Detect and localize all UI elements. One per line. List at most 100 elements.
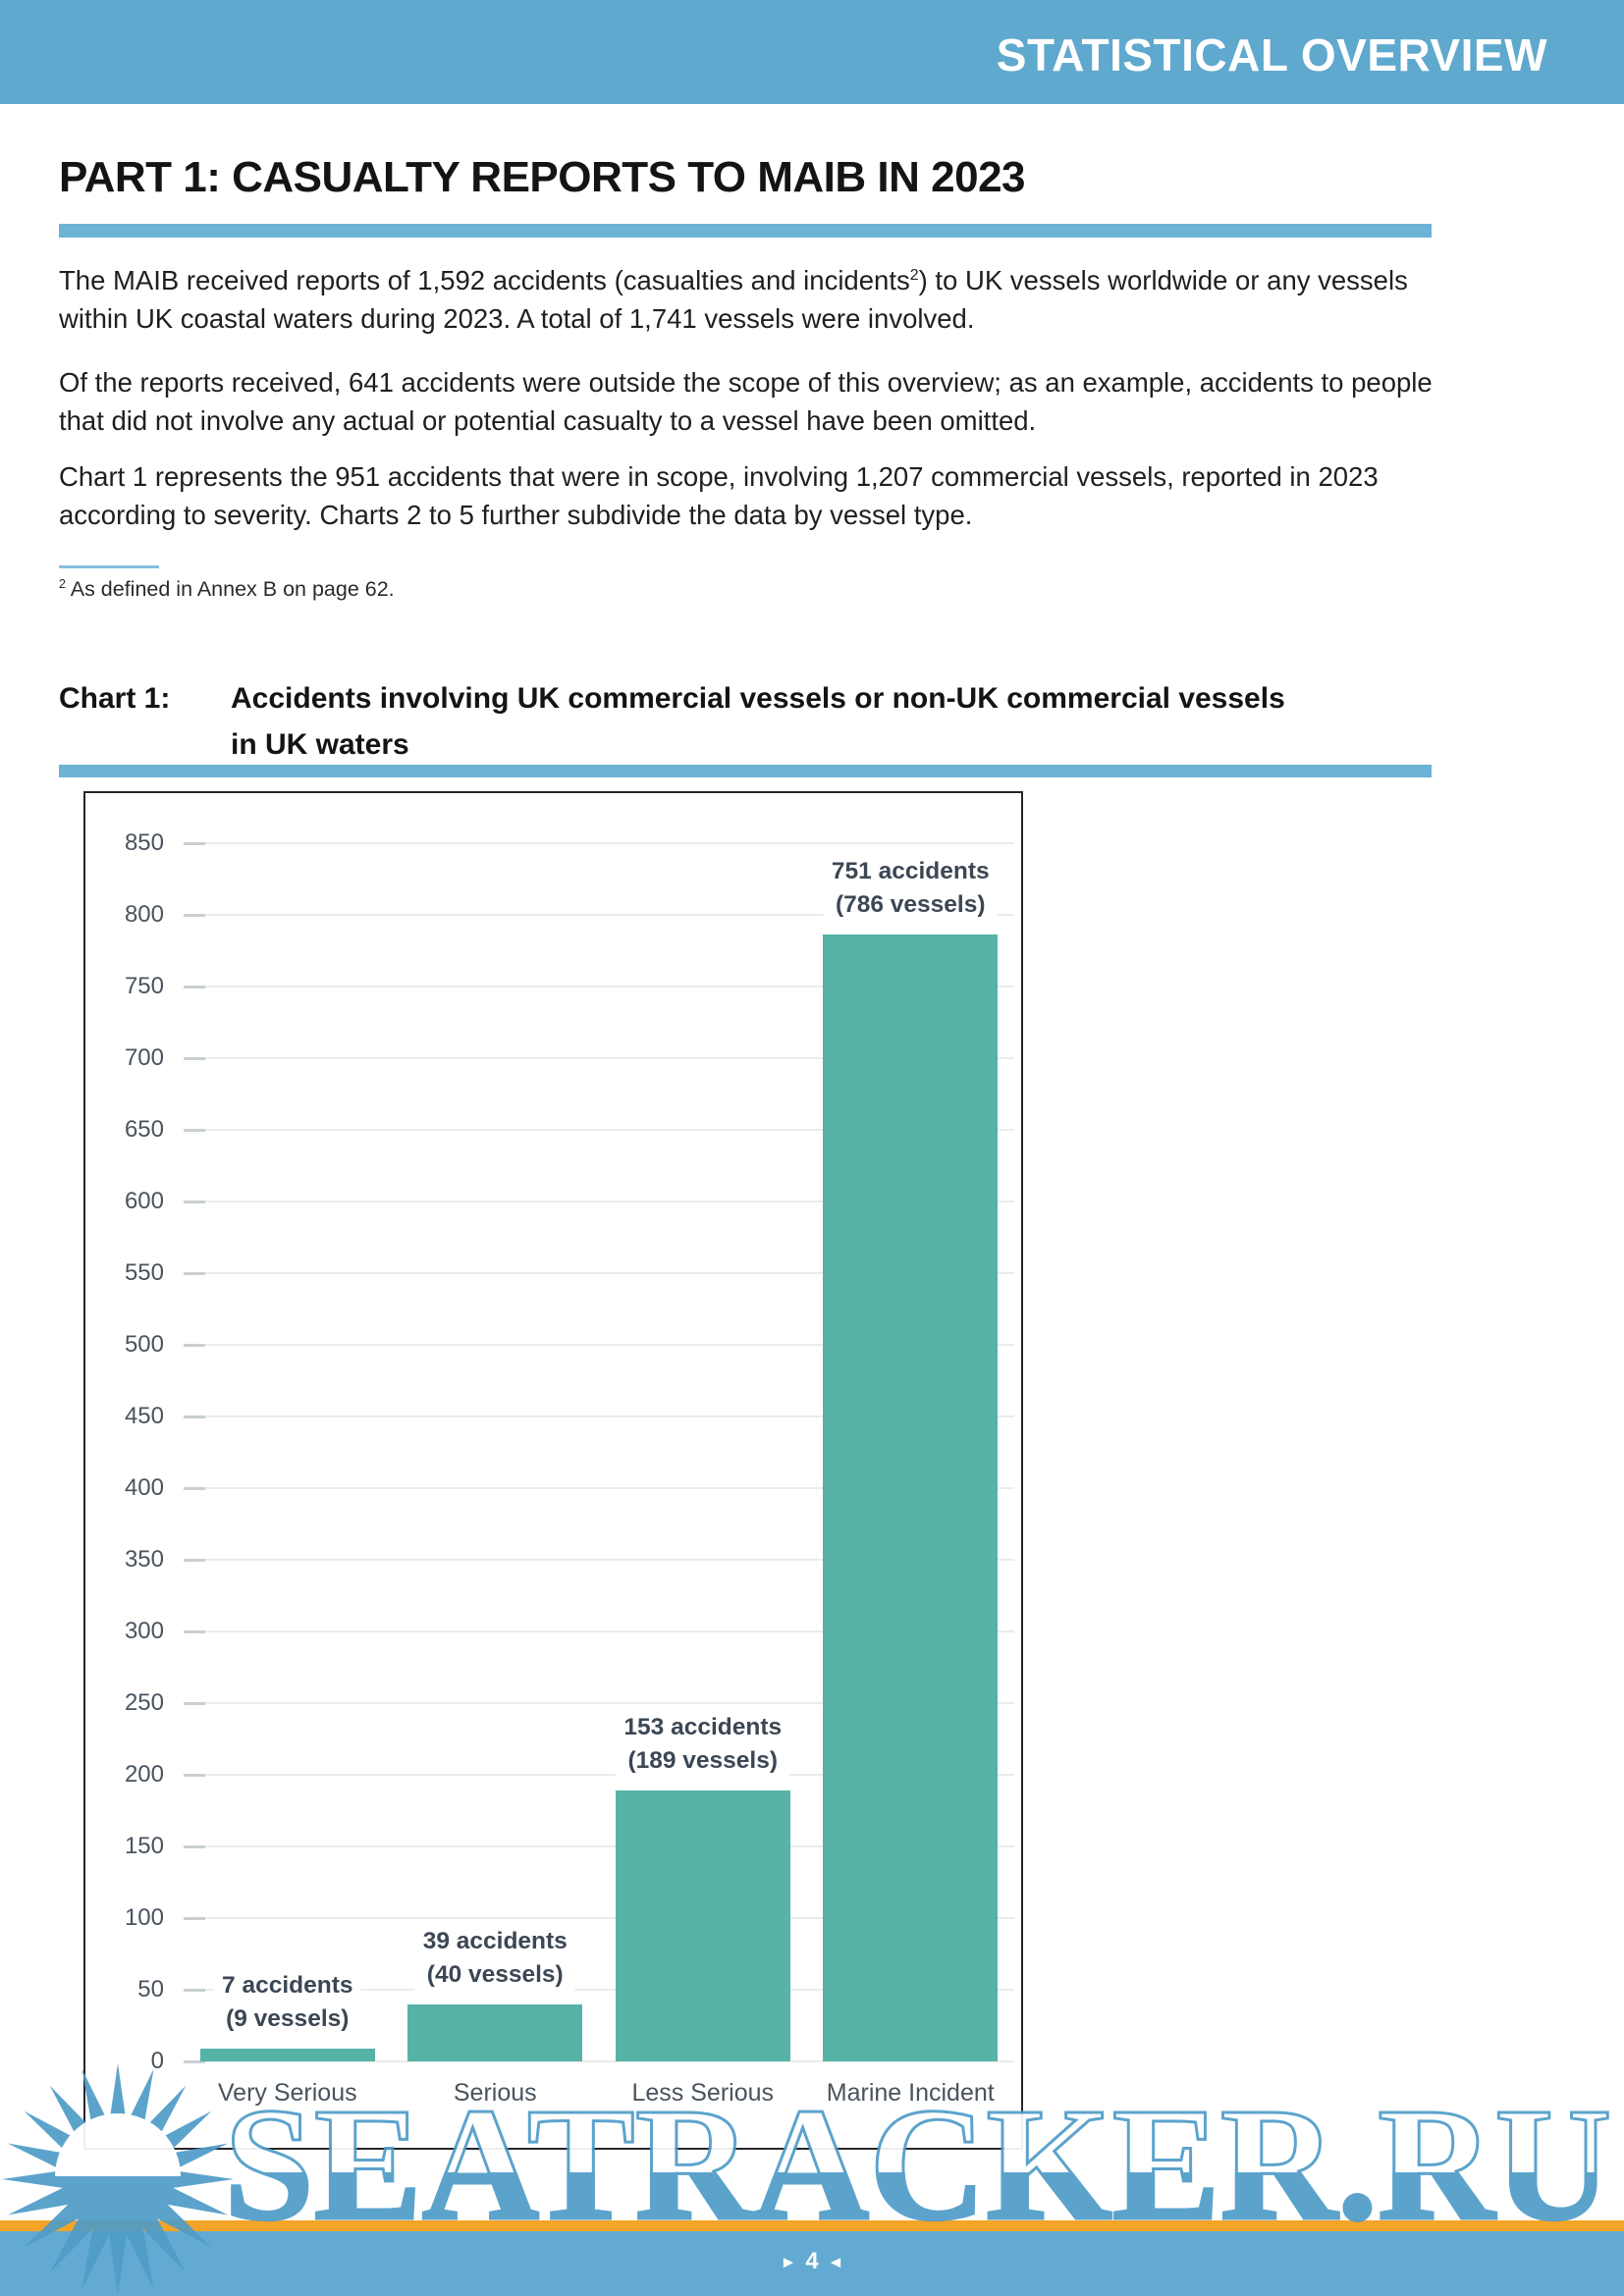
- bar: [823, 934, 999, 2061]
- paragraph-1-text: The MAIB received reports of 1,592 accid…: [59, 265, 910, 295]
- chart-title: Accidents involving UK commercial vessel…: [231, 675, 1285, 768]
- gridline: [184, 2060, 1014, 2062]
- y-tick-label: 800: [124, 901, 164, 928]
- gridline: [184, 986, 1014, 988]
- bar-column: 751 accidents (786 vessels): [807, 843, 1015, 2061]
- y-axis-tick: [184, 1201, 205, 1203]
- y-axis-tick: [184, 1272, 205, 1275]
- paragraph-2: Of the reports received, 641 accidents w…: [59, 367, 1433, 436]
- y-tick-label: 350: [124, 1546, 164, 1573]
- page-number-value: 4: [805, 2248, 819, 2274]
- y-axis-tick: [184, 986, 205, 988]
- gridline: [184, 1989, 1014, 1991]
- footer-band: [0, 2231, 1624, 2296]
- y-axis-tick: [184, 1415, 205, 1418]
- y-tick-label: 850: [124, 829, 164, 856]
- x-axis-label: Very Serious: [217, 2079, 357, 2107]
- chart-heading-underline: [59, 765, 1432, 777]
- y-tick-label: 700: [124, 1044, 164, 1071]
- y-axis-tick: [184, 1057, 205, 1060]
- title-underline: [59, 224, 1432, 238]
- gridline: [184, 1702, 1014, 1704]
- y-tick-label: 250: [124, 1689, 164, 1716]
- y-tick-label: 100: [124, 1904, 164, 1931]
- bar-column: 153 accidents (189 vessels): [599, 843, 807, 2061]
- y-axis-tick: [184, 914, 205, 917]
- bar: [615, 1790, 790, 2061]
- gridline: [184, 842, 1014, 844]
- gridline: [184, 1272, 1014, 1274]
- x-axis-label: Marine Incident: [826, 2079, 995, 2107]
- paragraph-3: Chart 1 represents the 951 accidents tha…: [59, 461, 1379, 530]
- x-axis-label: Serious: [453, 2079, 537, 2107]
- y-axis-tick: [184, 1129, 205, 1132]
- chart-number-label: Chart 1:: [59, 682, 171, 715]
- gridline: [184, 1630, 1014, 1632]
- y-tick-label: 450: [124, 1403, 164, 1429]
- bar-value-label: 153 accidents (189 vessels): [616, 1710, 790, 1779]
- gridline: [184, 1774, 1014, 1776]
- paragraph-1-text-cont: ) to UK vessels worldwide or any vessels…: [59, 265, 1408, 334]
- bar-value-label: 751 accidents (786 vessels): [823, 854, 998, 923]
- y-tick-label: 600: [124, 1188, 164, 1214]
- bar-value-label: 7 accidents (9 vessels): [214, 1968, 361, 2037]
- y-tick-label: 200: [124, 1761, 164, 1788]
- paragraph-1: The MAIB received reports of 1,592 accid…: [59, 261, 1441, 338]
- footnote-divider: [59, 565, 159, 568]
- gridline: [184, 1845, 1014, 1847]
- y-axis-tick: [184, 842, 205, 845]
- gridline: [184, 1415, 1014, 1417]
- gridline: [184, 1559, 1014, 1561]
- y-tick-label: 500: [124, 1331, 164, 1358]
- y-axis-tick: [184, 1344, 205, 1347]
- bar: [199, 2049, 375, 2061]
- y-tick-label: 550: [124, 1259, 164, 1286]
- footnote-reference: 2: [909, 266, 919, 284]
- y-axis-tick: [184, 1917, 205, 1920]
- bar-chart: 0 50 100 150 200 250 300 350 400 450 500 550 600 650 7…: [83, 791, 1023, 2150]
- footnote-text: As defined in Annex B on page 62.: [70, 577, 395, 601]
- page-number: ► 4 ◄: [0, 2231, 1624, 2292]
- x-axis-label: Less Serious: [631, 2079, 775, 2107]
- bars-row: 7 accidents (9 vessels) 39 accidents (40 ve…: [184, 843, 1014, 2061]
- y-axis-tick: [184, 1630, 205, 1633]
- y-tick-label: 750: [124, 973, 164, 999]
- bar-column: 39 accidents (40 vessels): [392, 843, 600, 2061]
- footer-orange-stripe: [0, 2220, 1624, 2231]
- y-axis-tick: [184, 1702, 205, 1705]
- chart-heading: Chart 1: Accidents involving UK commerci…: [59, 675, 1434, 768]
- bar: [407, 2004, 583, 2061]
- y-tick-label: 150: [124, 1833, 164, 1859]
- y-axis-tick: [184, 1845, 205, 1848]
- bar-value-label: 39 accidents (40 vessels): [414, 1924, 575, 1993]
- gridline: [184, 1057, 1014, 1059]
- y-axis-tick: [184, 1487, 205, 1490]
- chart-title-line1: Accidents involving UK commercial vessel…: [231, 682, 1285, 715]
- y-tick-label: 650: [124, 1116, 164, 1143]
- gridline: [184, 1917, 1014, 1919]
- part-title: PART 1: CASUALTY REPORTS TO MAIB IN 2023: [59, 153, 1026, 201]
- footer-arrow-right-icon: ◄: [827, 2252, 844, 2271]
- header-band: STATISTICAL OVERVIEW: [0, 0, 1624, 104]
- gridline: [184, 1487, 1014, 1489]
- footnote: 2 As defined in Annex B on page 62.: [59, 577, 1041, 602]
- gridline: [184, 1201, 1014, 1202]
- x-axis-labels: Very Serious Serious Less Serious Marine In…: [184, 2079, 1014, 2108]
- y-tick-label: 300: [124, 1618, 164, 1644]
- section-header-title: STATISTICAL OVERVIEW: [996, 29, 1547, 80]
- y-axis-tick: [184, 1559, 205, 1562]
- chart-title-line2: in UK waters: [231, 728, 409, 761]
- y-tick-label: 400: [124, 1474, 164, 1501]
- y-tick-label: 0: [150, 2048, 164, 2074]
- gridline: [184, 1344, 1014, 1346]
- footnote-marker: 2: [59, 576, 66, 591]
- y-axis-tick: [184, 2060, 205, 2063]
- y-tick-label: 50: [137, 1976, 164, 2002]
- y-axis-tick: [184, 1774, 205, 1777]
- y-axis-tick: [184, 1989, 205, 1992]
- gridline: [184, 1129, 1014, 1131]
- bar-column: 7 accidents (9 vessels): [184, 843, 392, 2061]
- footer-arrow-left-icon: ►: [780, 2252, 797, 2271]
- gridline: [184, 914, 1014, 916]
